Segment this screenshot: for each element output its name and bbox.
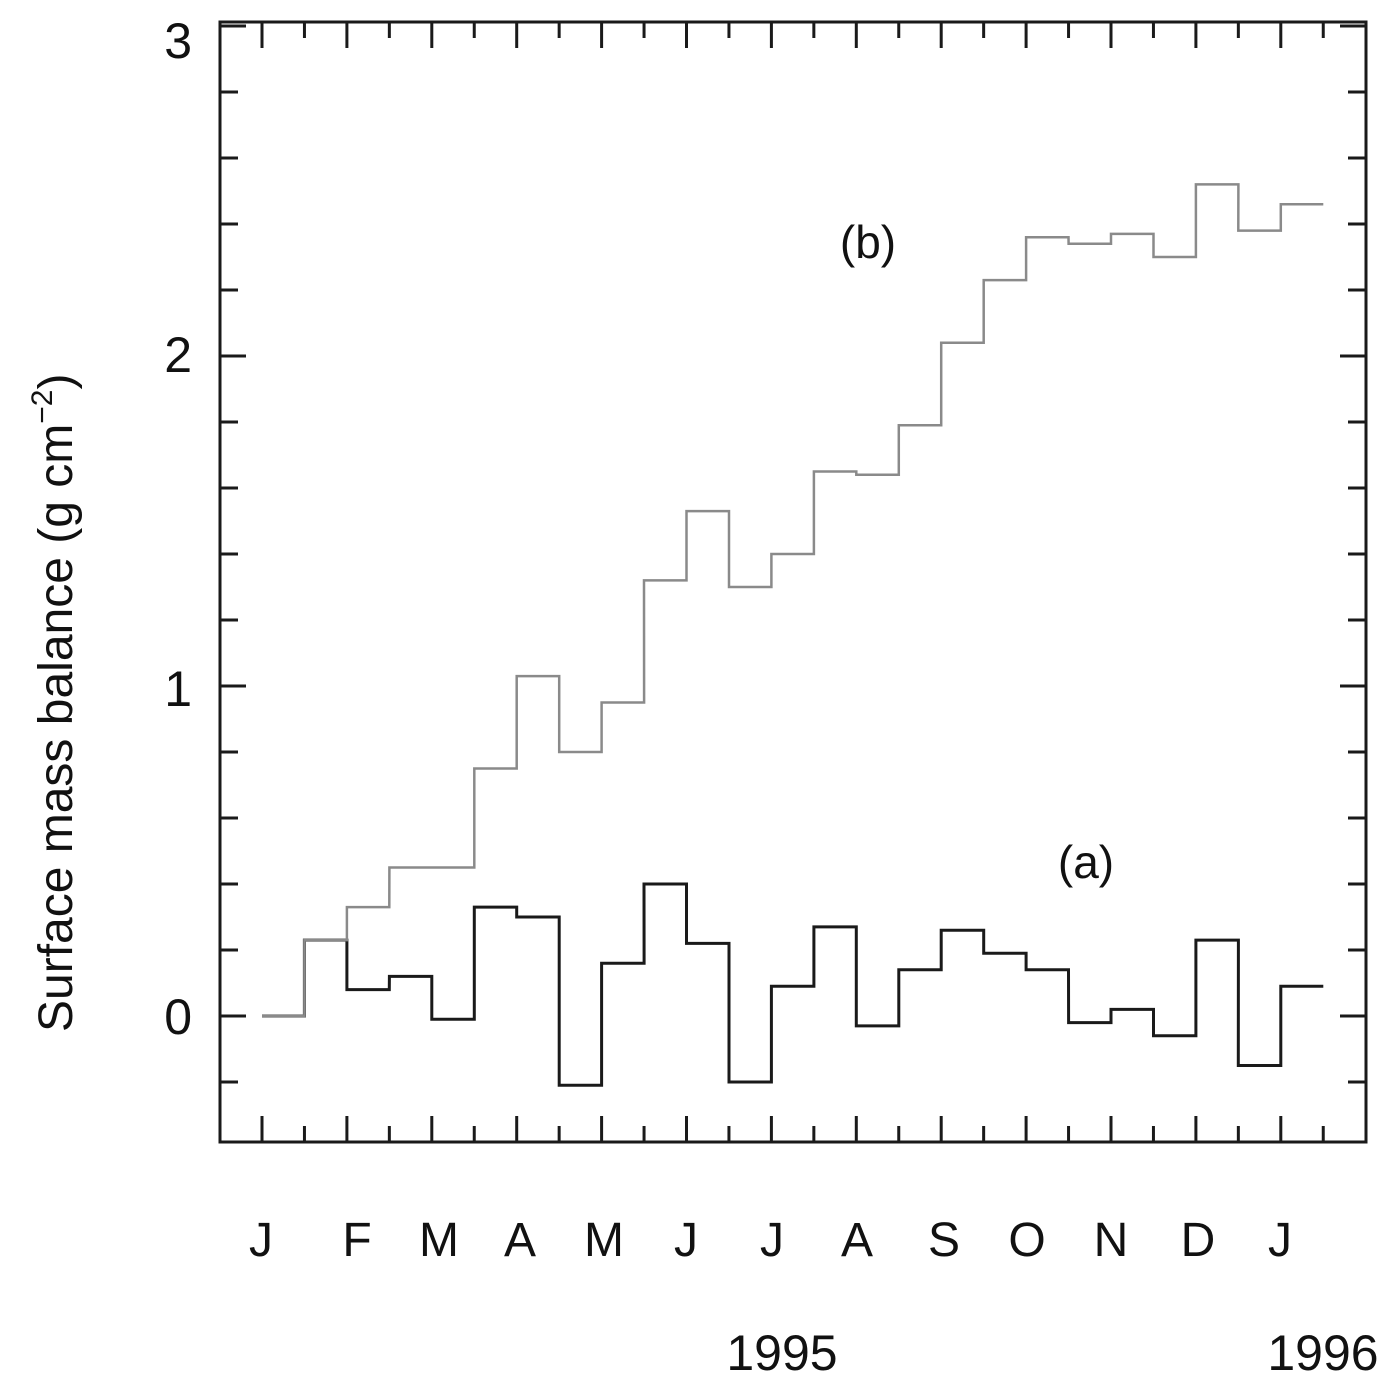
year-label-1995: 1995 [726, 1325, 837, 1381]
month-label-oct: O [1008, 1214, 1045, 1267]
month-label-dec: D [1181, 1214, 1216, 1267]
month-label-jan-1995: J [249, 1214, 273, 1267]
series-b-line [262, 183, 1324, 1018]
month-label-jul: J [760, 1214, 784, 1267]
month-label-may: M [584, 1214, 624, 1267]
series-layer [262, 183, 1324, 1087]
y-axis-label-text: Surface mass balance (g cm [30, 424, 83, 1032]
y-axis-label: Surface mass balance (g cm−2) [26, 374, 83, 1032]
month-label-apr: A [504, 1214, 536, 1267]
y-tick-label-0: 0 [164, 989, 192, 1045]
plot-frame [218, 20, 1368, 1144]
month-label-aug: A [841, 1214, 873, 1267]
y-tick-labels: 0 1 2 3 [164, 13, 192, 1045]
series-a-line [262, 882, 1324, 1087]
axis-ticks [220, 22, 1366, 1142]
month-label-feb: F [342, 1214, 371, 1267]
y-axis-label-suffix: ) [30, 374, 83, 390]
y-axis-label-superscript: −2 [26, 390, 59, 424]
y-tick-label-3: 3 [164, 13, 192, 69]
series-label-a: (a) [1058, 836, 1114, 888]
y-tick-label-1: 1 [164, 661, 192, 717]
series-label-b: (b) [840, 216, 896, 268]
month-label-mar: M [419, 1214, 459, 1267]
month-label-jan-1996: J [1268, 1214, 1292, 1267]
series-labels: (b) (a) [840, 216, 1114, 888]
month-label-jun: J [674, 1214, 698, 1267]
year-label-1996: 1996 [1267, 1325, 1378, 1381]
month-label-nov: N [1094, 1214, 1129, 1267]
month-label-sep: S [928, 1214, 960, 1267]
y-tick-label-2: 2 [164, 327, 192, 383]
month-labels: J F M A M J J A S O N D J [249, 1214, 1292, 1267]
year-labels: 1995 1996 [726, 1325, 1378, 1381]
